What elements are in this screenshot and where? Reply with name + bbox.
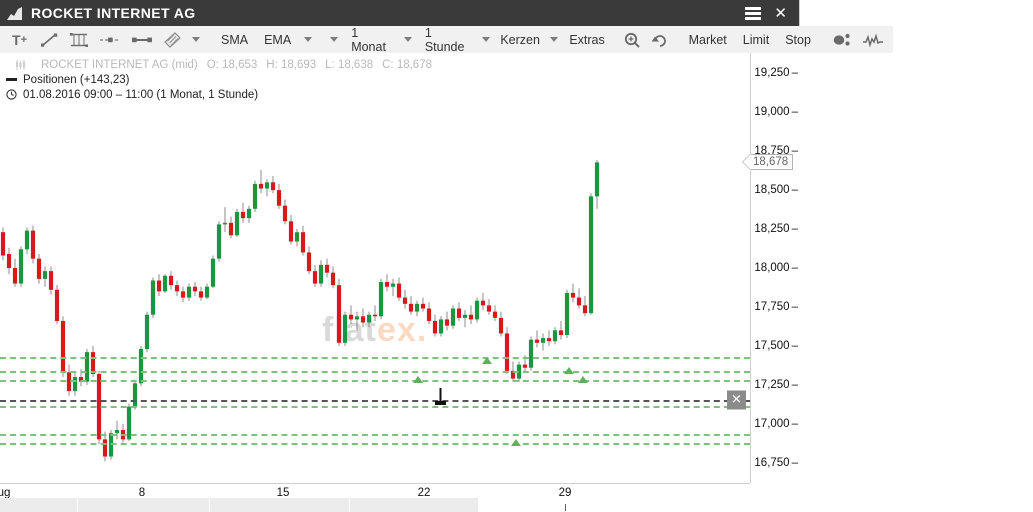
time-axis-tick: 29 — [558, 487, 572, 499]
watermark-dot: . — [416, 311, 428, 349]
period-selector[interactable]: 1 Monat — [351, 25, 386, 54]
horizontal-line-icon[interactable] — [94, 28, 126, 51]
text-plus-icon[interactable]: T + — [12, 31, 27, 48]
close-position-button[interactable]: ✕ — [727, 390, 746, 410]
extras-selector[interactable]: Extras — [569, 32, 605, 47]
price-axis[interactable]: 19,250 19,000 18,750 18,500 18,250 18,000 17,7… — [750, 53, 800, 483]
selectors-group: 1 Monat 1 Stunde Kerzen Extras — [321, 25, 615, 54]
time-axis-tick: 22 — [417, 487, 431, 499]
price-axis-tick: 16,750 — [754, 457, 798, 469]
sma-button[interactable]: SMA — [221, 32, 249, 47]
status-cell — [210, 498, 350, 512]
chart-logo-icon — [7, 6, 22, 20]
indicators-group: SMA EMA — [209, 26, 322, 53]
draw-tools-dropdown-icon[interactable] — [192, 37, 200, 42]
time-axis-tick: ug — [0, 487, 11, 499]
position-entry-marker[interactable] — [434, 388, 447, 411]
trendline-icon[interactable] — [35, 28, 64, 51]
charttype-selector[interactable]: Kerzen — [500, 32, 540, 47]
chart-plot[interactable]: flatex. ✕ — [0, 53, 750, 483]
limit-order-button[interactable]: Limit — [742, 32, 770, 47]
chart-window: ROCKET INTERNET AG ✕ T + — [0, 0, 800, 512]
ema-button[interactable]: EMA — [264, 32, 292, 47]
price-axis-tick: 18,750 — [754, 145, 798, 157]
candlestick-series — [0, 160, 600, 462]
position-line[interactable] — [0, 406, 750, 408]
time-axis-tick: 15 — [276, 487, 290, 499]
draw-tools-group: T + — [0, 26, 209, 53]
period-dropdown-icon[interactable] — [330, 37, 339, 42]
buy-marker-icon[interactable] — [564, 367, 574, 374]
interval-dropdown-icon[interactable] — [403, 37, 412, 42]
indicators-dropdown-icon[interactable] — [304, 37, 313, 42]
segment-icon[interactable] — [126, 28, 158, 51]
buy-marker-icon[interactable] — [578, 376, 588, 383]
time-axis-tick: 8 — [138, 487, 146, 499]
current-price-flag: 18,678 — [742, 154, 794, 171]
eraser-icon[interactable] — [158, 28, 187, 51]
buy-marker-icon[interactable] — [482, 357, 492, 364]
buy-marker-icon[interactable] — [413, 376, 423, 383]
magnifier-plus-icon[interactable] — [619, 28, 646, 51]
position-line[interactable] — [0, 443, 750, 445]
extras-dropdown-icon[interactable] — [550, 37, 559, 42]
price-axis-tick: 18,250 — [754, 223, 798, 235]
time-axis-tickmark — [565, 504, 566, 511]
price-axis-tick: 17,250 — [754, 379, 798, 391]
window-controls: ✕ — [745, 3, 793, 22]
price-axis-tick: 18,500 — [754, 184, 798, 196]
fibonacci-icon[interactable] — [64, 28, 94, 51]
status-cell — [0, 498, 78, 512]
position-line[interactable] — [0, 434, 750, 436]
zoom-group — [614, 26, 677, 53]
position-line[interactable] — [0, 380, 750, 382]
price-axis-tick: 19,250 — [754, 67, 798, 79]
position-line[interactable] — [0, 357, 750, 359]
position-line[interactable] — [0, 371, 750, 373]
hamburger-menu-icon[interactable] — [745, 6, 762, 20]
price-axis-tick: 17,500 — [754, 340, 798, 352]
title-bar: ROCKET INTERNET AG ✕ — [0, 0, 799, 26]
window-title: ROCKET INTERNET AG — [31, 5, 196, 21]
chart-area[interactable]: flatex. ✕ — [0, 53, 800, 512]
status-cell — [78, 498, 210, 512]
buy-marker-icon[interactable] — [511, 439, 521, 446]
interval-selector[interactable]: 1 Stunde — [424, 25, 465, 54]
market-order-button[interactable]: Market — [688, 32, 727, 47]
charttype-dropdown-icon[interactable] — [481, 37, 490, 42]
price-axis-tick: 18,000 — [754, 262, 798, 274]
undo-arrow-icon[interactable] — [646, 28, 673, 51]
misc-group — [822, 26, 893, 53]
price-axis-tick: 17,000 — [754, 418, 798, 430]
current-price-value: 18,678 — [753, 156, 789, 169]
price-axis-tick: 17,750 — [754, 301, 798, 313]
order-group: Market Limit Stop — [676, 26, 823, 53]
watermark-text-b: ex — [377, 311, 417, 349]
price-axis-tick: 19,000 — [754, 106, 798, 118]
toolbar: T + — [0, 25, 893, 54]
status-bar — [0, 498, 478, 512]
close-icon[interactable]: ✕ — [774, 3, 787, 22]
stop-order-button[interactable]: Stop — [785, 32, 811, 47]
position-line[interactable] — [0, 400, 750, 402]
settings-icon[interactable] — [827, 28, 857, 51]
signal-wave-icon[interactable] — [857, 28, 889, 51]
